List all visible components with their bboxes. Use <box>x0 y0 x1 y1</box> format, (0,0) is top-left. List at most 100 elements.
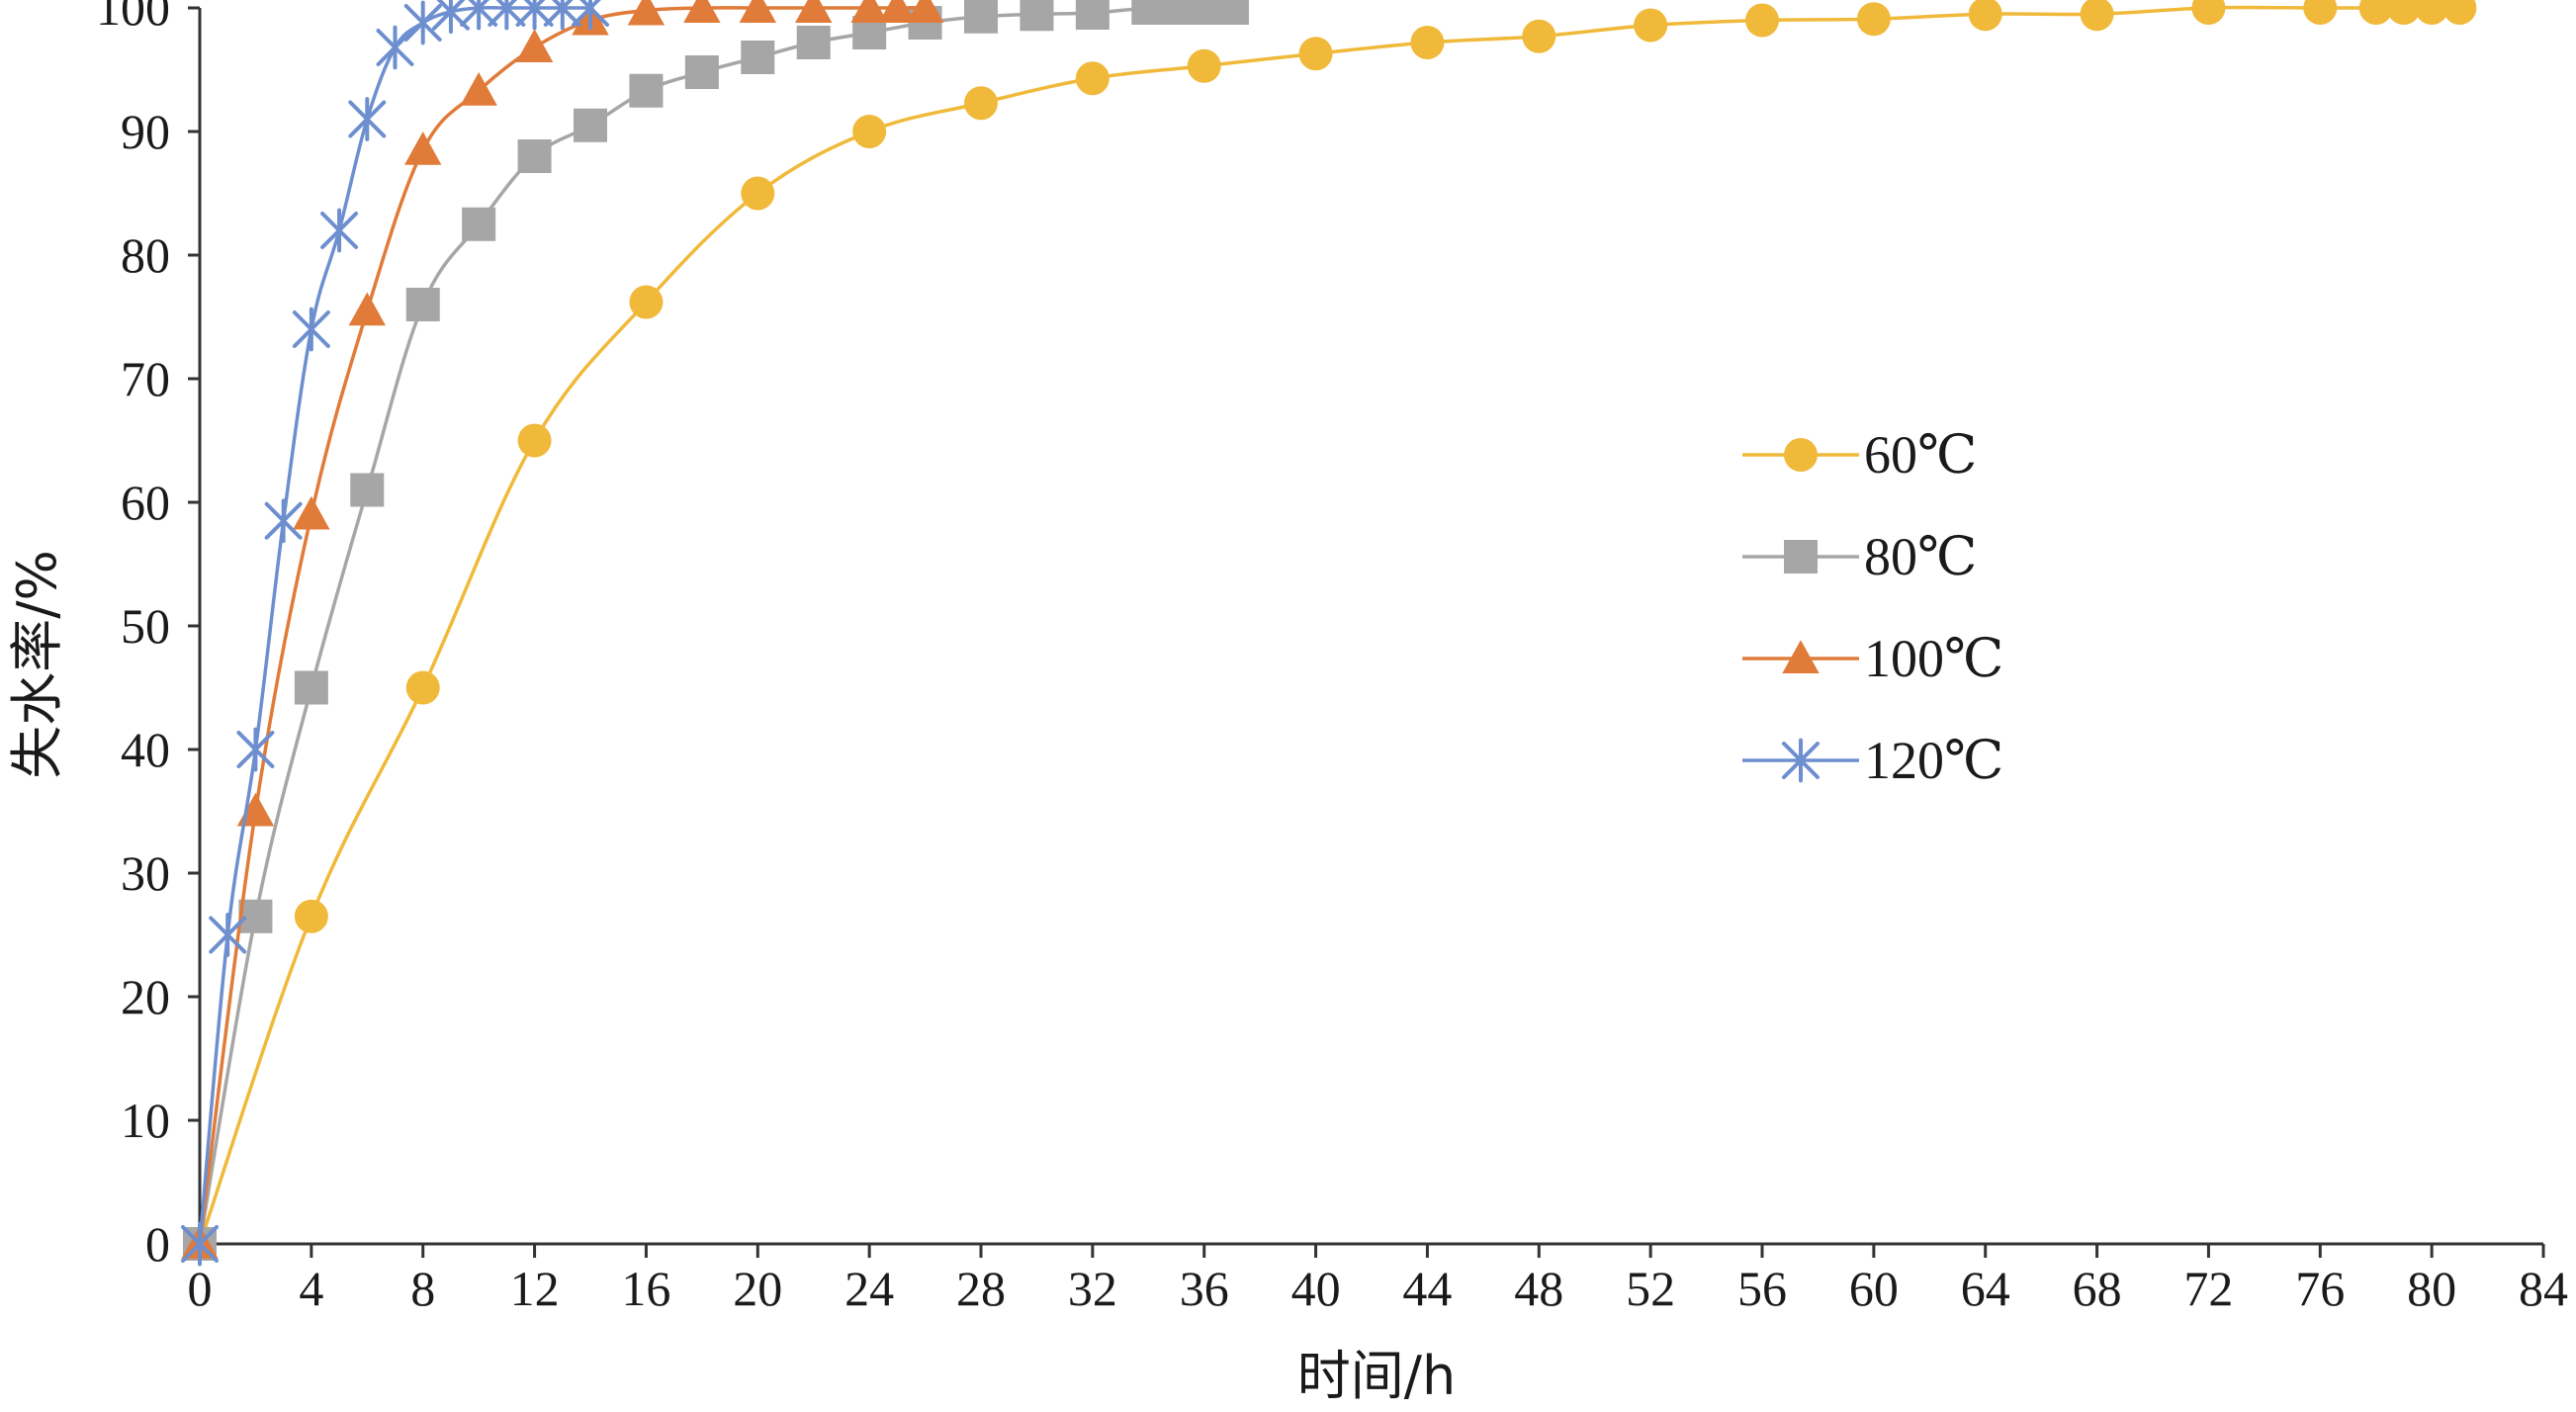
data-point <box>181 1221 219 1267</box>
data-point <box>515 0 554 31</box>
data-point <box>878 0 917 23</box>
data-point <box>1298 37 1333 71</box>
x-tick-label: 32 <box>1068 1261 1117 1316</box>
series-layer <box>181 0 2477 1267</box>
data-point <box>1020 0 1054 32</box>
data-point <box>629 73 664 108</box>
x-tick-label: 44 <box>1402 1261 1452 1316</box>
series-line <box>198 5 1232 1245</box>
data-point <box>741 176 775 211</box>
y-tick-label: 90 <box>121 104 170 159</box>
y-tick-label: 0 <box>145 1216 170 1272</box>
data-point <box>852 115 887 148</box>
data-point <box>684 55 719 89</box>
x-axis-title: 时间/h <box>1297 1345 1456 1407</box>
data-point <box>1634 8 1668 43</box>
x-tick-label: 16 <box>621 1261 670 1316</box>
x-tick-label: 80 <box>2407 1261 2456 1316</box>
x-tick-label: 8 <box>410 1261 435 1316</box>
data-point <box>1075 0 1110 30</box>
data-point <box>850 0 888 23</box>
series-line <box>198 6 926 1245</box>
data-point <box>683 0 721 23</box>
data-point <box>574 108 607 142</box>
data-point <box>517 139 552 173</box>
data-point <box>2415 0 2449 25</box>
x-tick-label: 68 <box>2073 1261 2122 1316</box>
y-tick-label: 70 <box>121 351 170 406</box>
data-point <box>320 208 359 253</box>
data-point <box>629 285 664 319</box>
series-line <box>198 5 590 1245</box>
x-tick-label: 76 <box>2295 1261 2345 1316</box>
series-2 <box>181 0 944 1259</box>
data-point <box>739 0 776 23</box>
x-tick-label: 60 <box>1849 1261 1899 1316</box>
data-point <box>404 132 442 165</box>
y-tick-label: 40 <box>121 722 170 777</box>
data-point <box>515 29 554 62</box>
data-point <box>292 307 330 352</box>
data-point <box>2191 0 2226 25</box>
series-line <box>198 5 2460 1245</box>
data-point <box>264 498 303 544</box>
x-tick-label: 12 <box>510 1261 560 1316</box>
x-tick-label: 36 <box>1180 1261 1229 1316</box>
data-point <box>405 288 440 321</box>
data-point <box>517 423 552 458</box>
data-point <box>236 727 275 772</box>
x-tick-label: 48 <box>1514 1261 1563 1316</box>
data-point <box>350 473 385 507</box>
data-point <box>403 0 442 45</box>
legend-marker <box>1784 540 1818 574</box>
data-point <box>1856 2 1891 37</box>
x-tick-label: 40 <box>1291 1261 1341 1316</box>
data-point <box>209 913 247 957</box>
x-tick-label: 72 <box>2183 1261 2233 1316</box>
data-point <box>1522 19 1556 53</box>
legend-marker <box>1782 640 1820 673</box>
y-tick-label: 50 <box>121 598 170 654</box>
data-point <box>1075 61 1110 96</box>
data-point <box>1214 0 1249 25</box>
data-point <box>572 0 609 31</box>
x-tick-label: 64 <box>1961 1261 2010 1316</box>
series-1 <box>183 0 1249 1261</box>
data-point <box>1410 26 1445 59</box>
data-point <box>488 0 526 31</box>
data-point <box>964 86 998 121</box>
y-tick-label: 20 <box>121 969 170 1024</box>
data-point <box>460 72 497 106</box>
data-point <box>1745 3 1779 38</box>
x-tick-label: 24 <box>844 1261 894 1316</box>
data-point <box>376 25 414 70</box>
x-tick-label: 84 <box>2519 1261 2568 1316</box>
data-point <box>348 97 387 141</box>
y-tick-label: 30 <box>121 845 170 901</box>
legend-entry: 60℃ <box>1742 425 1977 485</box>
legend: 60℃ 80℃ 100℃ 120℃ <box>1742 425 2003 790</box>
legend-label: 120℃ <box>1864 731 2003 790</box>
data-point <box>2386 0 2421 25</box>
x-tick-label: 52 <box>1626 1261 1675 1316</box>
legend-entry: 120℃ <box>1742 731 2003 790</box>
legend-marker <box>1784 438 1818 472</box>
data-point <box>294 670 328 705</box>
data-point <box>2303 0 2338 25</box>
data-point <box>405 670 440 705</box>
data-point <box>294 899 328 933</box>
y-tick-label: 100 <box>96 0 170 36</box>
x-tick-label: 0 <box>188 1261 213 1316</box>
data-point <box>543 0 581 31</box>
data-point <box>1187 48 1221 83</box>
legend-marker <box>1782 738 1820 783</box>
x-tick-label: 28 <box>956 1261 1006 1316</box>
x-tick-label: 4 <box>299 1261 323 1316</box>
data-point <box>795 0 833 23</box>
data-point <box>2443 0 2477 25</box>
legend-entry: 80℃ <box>1742 527 1977 586</box>
data-point <box>293 495 330 530</box>
series-3 <box>181 0 609 1267</box>
legend-label: 100℃ <box>1864 629 2003 688</box>
